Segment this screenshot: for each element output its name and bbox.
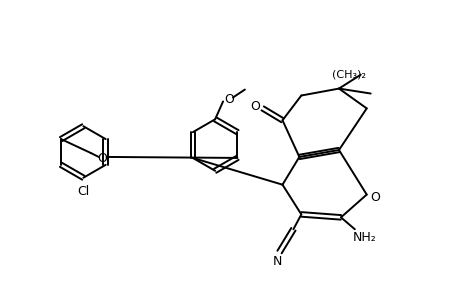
Text: O: O [249, 100, 259, 113]
Text: N: N [272, 256, 282, 268]
Text: O: O [370, 191, 380, 204]
Text: NH₂: NH₂ [352, 231, 376, 244]
Text: O: O [224, 93, 234, 106]
Text: (CH₃)₂: (CH₃)₂ [331, 70, 365, 80]
Text: Cl: Cl [77, 185, 90, 198]
Text: O: O [97, 152, 107, 165]
